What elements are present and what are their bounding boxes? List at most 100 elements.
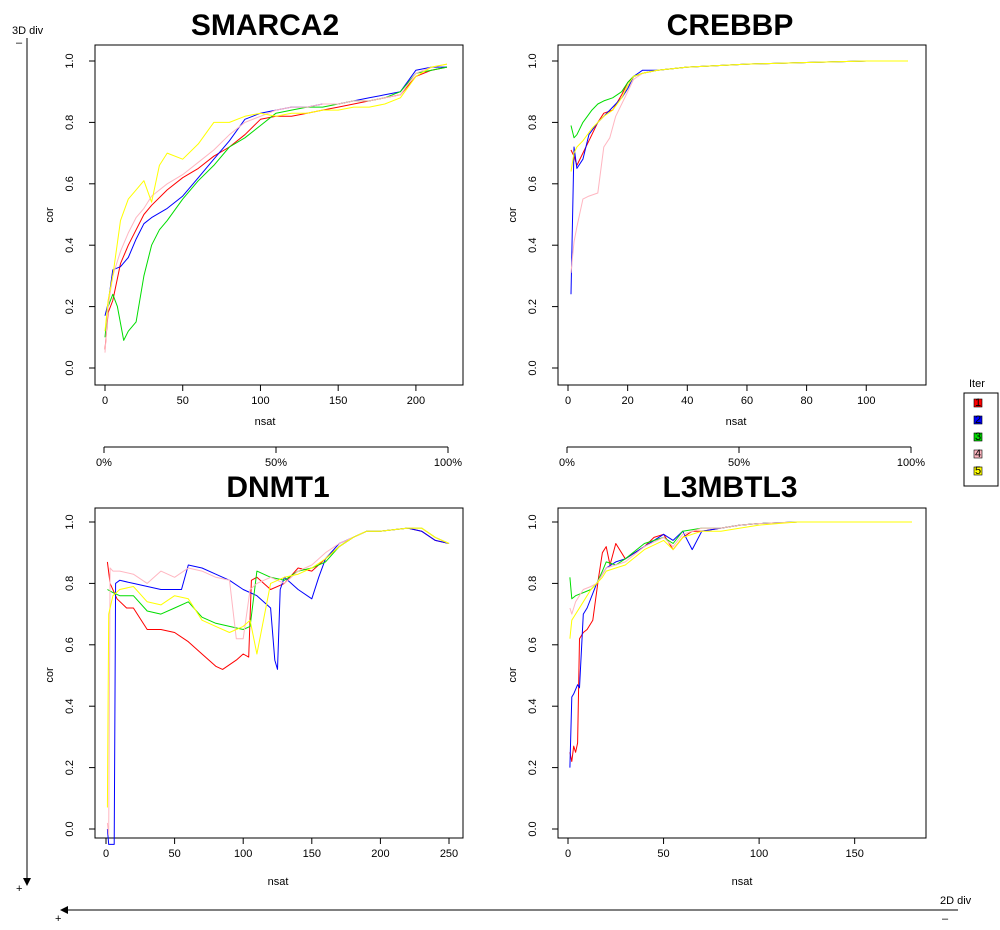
plot-frame (557, 44, 927, 386)
panel-title: L3MBTL3 (663, 471, 798, 504)
vertical-axis-bottom-sign: + (16, 883, 22, 895)
x-tick-label: 200 (407, 395, 425, 407)
panel-title: CREBBP (667, 9, 794, 42)
x-tick-label: 250 (440, 848, 458, 860)
y-tick-label: 0.4 (64, 238, 76, 253)
y-tick-label: 1.0 (64, 514, 76, 529)
panel-title: DNMT1 (226, 471, 329, 504)
vertical-axis-label: 3D div (12, 25, 44, 37)
legend: Iter 1 2 3 4 5 (963, 378, 999, 487)
y-tick-label: 0.2 (64, 299, 76, 314)
x-ticks: 0 50 100 150 200 250 (103, 838, 458, 860)
x-tick-label: 150 (303, 848, 321, 860)
x-tick-label: 50 (168, 848, 180, 860)
y-tick-label: 0.8 (527, 115, 539, 130)
x-axis-label: nsat (268, 876, 289, 888)
series-line-4 (569, 521, 912, 615)
panel-smarca2: SMARCA2 nsat cor 0 50 100 150 200 0.00.20.40… (44, 9, 464, 469)
series-line-4 (570, 60, 908, 273)
percent-tick-label: 100% (897, 457, 925, 469)
series-line-5 (570, 60, 908, 172)
plot-frame (94, 44, 464, 386)
percent-tick-label: 100% (434, 457, 462, 469)
legend-items: 1 2 3 4 5 (973, 397, 983, 477)
y-axis-label: cor (44, 667, 56, 683)
vertical-axis-top-sign: – (16, 37, 23, 49)
series-line-3 (104, 66, 448, 341)
horizontal-axis-label: 2D div (940, 895, 972, 907)
y-tick-label: 0.4 (527, 699, 539, 714)
legend-swatch (973, 449, 983, 459)
series-line-3 (570, 60, 908, 139)
y-tick-label: 0.0 (527, 821, 539, 836)
x-axis-label: nsat (726, 416, 747, 428)
series-line-2 (104, 66, 447, 316)
x-tick-label: 0 (565, 395, 571, 407)
y-tick-label: 1.0 (527, 514, 539, 529)
series-line-2 (569, 521, 912, 768)
y-tick-label: 0.0 (64, 360, 76, 375)
y-ticks: 0.0 0.2 0.4 0.6 0.8 1.0 (64, 514, 95, 837)
x-tick-label: 20 (622, 395, 634, 407)
x-tick-label: 0 (565, 848, 571, 860)
series-line-4 (104, 63, 448, 353)
y-ticks: 0.0 0.2 0.4 0.6 0.8 1.0 (527, 53, 558, 376)
series-line-2 (106, 527, 450, 845)
series-line-1 (570, 60, 908, 166)
x-tick-label: 50 (657, 848, 669, 860)
x-tick-label: 150 (329, 395, 347, 407)
series-line-3 (107, 527, 450, 630)
plot-frame (94, 507, 464, 839)
y-tick-label: 1.0 (64, 53, 76, 68)
legend-label: 4 (975, 448, 981, 460)
series-line-5 (106, 527, 450, 808)
series-line-1 (569, 521, 912, 762)
x-tick-label: 0 (103, 848, 109, 860)
series-lines (104, 63, 448, 353)
x-tick-label: 100 (750, 848, 768, 860)
y-axis-label: cor (44, 207, 56, 223)
percent-tick-label: 0% (559, 457, 575, 469)
panel-dnmt1: DNMT1 nsat cor 0 50 100 150 200 250 0.0 0.2 0.4… (44, 471, 464, 888)
x-ticks: 0 20 40 60 80 100 (565, 385, 875, 407)
y-ticks: 0.0 0.2 0.4 0.6 0.8 1.0 (64, 53, 95, 376)
x-tick-label: 0 (102, 395, 108, 407)
x-axis-label: nsat (732, 876, 753, 888)
legend-swatch (973, 466, 983, 476)
y-tick-label: 0.2 (64, 760, 76, 775)
x-axis-label: nsat (255, 416, 276, 428)
horizontal-2d-div-axis: 2D div + – (55, 895, 972, 925)
percent-tick-label: 50% (728, 457, 750, 469)
horizontal-axis-right-sign: – (942, 913, 949, 925)
y-tick-label: 1.0 (527, 53, 539, 68)
x-ticks: 0 50 100 150 200 (102, 385, 425, 407)
plot-frame (557, 507, 927, 839)
legend-swatch (973, 415, 983, 425)
series-lines (570, 60, 908, 295)
series-line-5 (104, 63, 448, 332)
x-tick-label: 200 (371, 848, 389, 860)
series-line-1 (104, 66, 448, 350)
legend-title: Iter (969, 378, 985, 390)
series-line-4 (106, 527, 450, 836)
percent-axis: 0% 50% 100% (96, 446, 462, 469)
legend-swatch (973, 398, 983, 408)
panel-crebbp: CREBBP nsat cor 0 20 40 60 80 100 0.00.20.40.… (507, 9, 927, 469)
y-axis-label: cor (507, 207, 519, 223)
y-tick-label: 0.8 (527, 576, 539, 591)
legend-label: 5 (975, 465, 981, 477)
y-tick-label: 0.8 (64, 576, 76, 591)
legend-label: 1 (975, 397, 981, 409)
horizontal-axis-left-sign: + (55, 913, 61, 925)
x-tick-label: 50 (177, 395, 189, 407)
percent-tick-label: 50% (265, 457, 287, 469)
vertical-3d-div-axis: 3D div – + (12, 25, 44, 895)
x-tick-label: 60 (741, 395, 753, 407)
x-tick-label: 150 (845, 848, 863, 860)
series-lines (106, 527, 450, 845)
panel-title: SMARCA2 (191, 9, 339, 42)
x-tick-label: 100 (857, 395, 875, 407)
x-tick-label: 80 (800, 395, 812, 407)
legend-label: 3 (975, 431, 981, 443)
